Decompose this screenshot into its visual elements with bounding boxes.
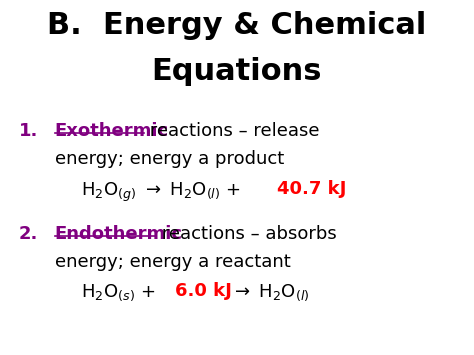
Text: Equations: Equations	[152, 57, 322, 86]
Text: reactions – release: reactions – release	[144, 122, 319, 141]
Text: B.  Energy & Chemical: B. Energy & Chemical	[47, 11, 427, 40]
Text: energy; energy a product: energy; energy a product	[55, 150, 284, 168]
Text: H$_2$O$_{(s)}$ +: H$_2$O$_{(s)}$ +	[81, 282, 157, 303]
Text: 1.: 1.	[19, 122, 38, 141]
Text: Endothermic: Endothermic	[55, 225, 182, 244]
Text: Exothermic: Exothermic	[55, 122, 169, 141]
Text: 40.7 kJ: 40.7 kJ	[277, 180, 346, 198]
Text: reactions – absorbs: reactions – absorbs	[156, 225, 337, 244]
Text: H$_2$O$_{(g)}$ $\rightarrow$ H$_2$O$_{(l)}$ +: H$_2$O$_{(g)}$ $\rightarrow$ H$_2$O$_{(l…	[81, 180, 242, 203]
Text: 2.: 2.	[19, 225, 38, 244]
Text: 6.0 kJ: 6.0 kJ	[175, 282, 232, 300]
Text: energy; energy a reactant: energy; energy a reactant	[55, 253, 290, 271]
Text: $\rightarrow$ H$_2$O$_{(l)}$: $\rightarrow$ H$_2$O$_{(l)}$	[225, 282, 310, 303]
